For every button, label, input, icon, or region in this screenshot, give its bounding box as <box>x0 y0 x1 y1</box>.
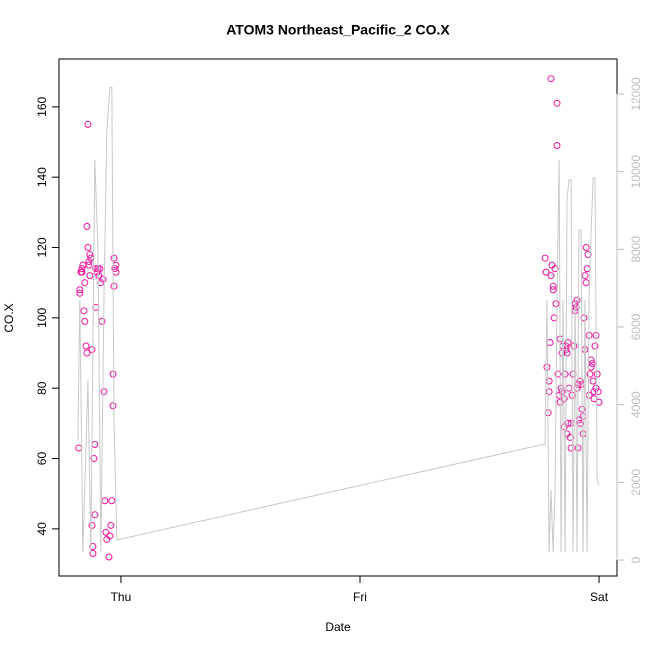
point <box>102 528 110 536</box>
point <box>100 388 108 396</box>
y2-tick-label: 2000 <box>629 469 643 496</box>
point <box>547 272 555 280</box>
point <box>86 251 94 259</box>
y-axis-label: CO.X <box>2 303 16 332</box>
point <box>111 265 119 273</box>
point <box>564 419 572 427</box>
point <box>86 272 94 280</box>
point <box>76 286 84 294</box>
point <box>591 342 599 350</box>
point <box>110 282 118 290</box>
point <box>588 360 596 368</box>
y2-tick-label: 12000 <box>629 77 643 111</box>
y2-tick-label: 8000 <box>629 236 643 263</box>
point <box>576 377 584 385</box>
point <box>593 370 601 378</box>
point <box>92 265 100 273</box>
point <box>563 349 571 357</box>
point <box>541 254 549 262</box>
point <box>592 384 600 392</box>
point <box>99 275 107 283</box>
point <box>78 265 86 273</box>
point <box>584 251 592 259</box>
point <box>566 433 574 441</box>
point <box>580 314 588 322</box>
y-tick-label: 60 <box>35 452 49 466</box>
point <box>107 521 115 529</box>
point <box>88 521 96 529</box>
point <box>81 317 89 325</box>
point <box>581 272 589 280</box>
point <box>564 338 572 346</box>
point <box>91 511 99 519</box>
point <box>109 370 117 378</box>
point <box>82 342 90 350</box>
point <box>572 303 580 311</box>
point <box>109 402 117 410</box>
y-tick-label: 120 <box>35 237 49 257</box>
point <box>110 254 118 262</box>
point <box>90 455 98 463</box>
point <box>85 258 93 266</box>
point <box>547 75 555 83</box>
point <box>594 388 602 396</box>
x-tick-label: Fri <box>353 590 367 604</box>
x-tick-label: Thu <box>111 590 132 604</box>
y2-tick-label: 4000 <box>629 391 643 418</box>
point <box>83 349 91 357</box>
point <box>543 363 551 371</box>
point <box>106 532 114 540</box>
x-tick-label: Sat <box>590 590 609 604</box>
point <box>96 265 104 273</box>
y2-tick-label: 6000 <box>629 313 643 340</box>
point <box>542 268 550 276</box>
y-tick-label: 160 <box>35 96 49 116</box>
point <box>549 286 557 294</box>
point <box>108 497 116 505</box>
point <box>552 300 560 308</box>
point <box>554 370 562 378</box>
point <box>590 388 598 396</box>
y-tick-label: 100 <box>35 308 49 328</box>
point <box>586 370 594 378</box>
point <box>76 289 84 297</box>
y2-tick-label: 0 <box>629 556 643 563</box>
point <box>549 282 557 290</box>
x-axis-label: Date <box>325 620 351 634</box>
point <box>95 272 103 280</box>
point <box>558 349 566 357</box>
point <box>573 296 581 304</box>
point <box>553 142 561 150</box>
y2-tick-label: 10000 <box>629 155 643 189</box>
point <box>89 542 97 550</box>
point <box>576 419 584 427</box>
chart-title: ATOM3 Northeast_Pacific_2 CO.X <box>226 22 450 38</box>
y-tick-label: 140 <box>35 167 49 187</box>
y-tick-label: 40 <box>35 522 49 536</box>
point <box>81 279 89 287</box>
point <box>105 553 113 561</box>
point <box>551 265 559 273</box>
point <box>83 222 91 230</box>
point <box>84 120 92 128</box>
point <box>88 346 96 354</box>
y-tick-label: 80 <box>35 381 49 395</box>
point <box>84 244 92 252</box>
line-series <box>77 86 600 553</box>
point <box>78 268 86 276</box>
point <box>89 549 97 557</box>
point <box>80 307 88 315</box>
point <box>595 398 603 406</box>
point <box>570 342 578 350</box>
point <box>85 261 93 269</box>
point <box>553 99 561 107</box>
point <box>582 244 590 252</box>
